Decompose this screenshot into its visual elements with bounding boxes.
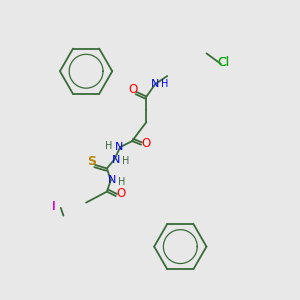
Text: O: O (116, 187, 126, 200)
Text: N: N (112, 154, 120, 164)
Text: O: O (142, 137, 151, 150)
Text: N: N (108, 175, 116, 185)
Text: Cl: Cl (218, 56, 230, 69)
Text: N: N (115, 142, 123, 152)
Text: I: I (52, 200, 55, 213)
Text: H: H (118, 177, 126, 187)
Text: N: N (151, 79, 160, 89)
Text: Cl: Cl (218, 56, 230, 69)
Text: I: I (52, 200, 55, 213)
Text: H: H (161, 79, 169, 89)
Text: H: H (122, 156, 129, 166)
Text: S: S (88, 155, 97, 168)
Text: H: H (105, 140, 113, 151)
Text: O: O (128, 83, 138, 96)
